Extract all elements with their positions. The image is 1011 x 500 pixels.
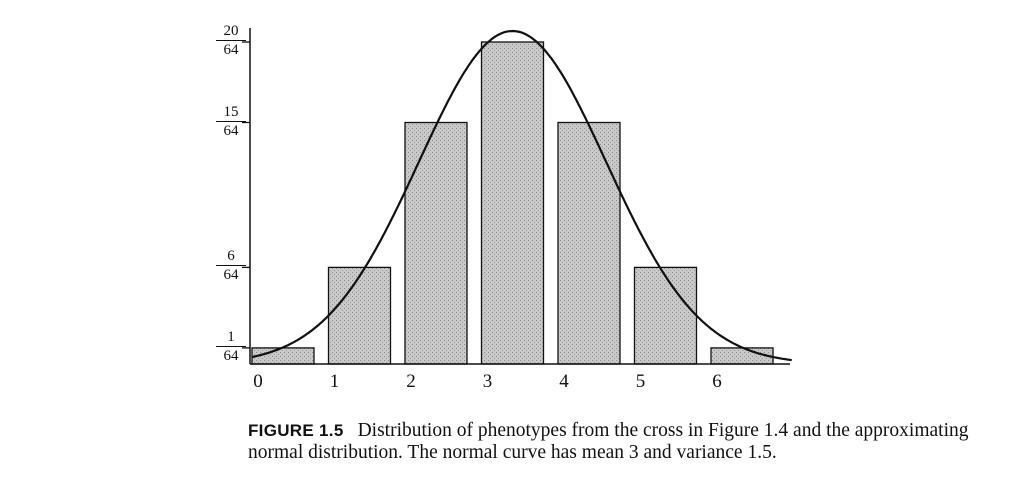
- chart-canvas: 0 1 2 3 4 5 6: [242, 28, 792, 392]
- x-tick-label-5: 5: [636, 371, 646, 392]
- bars-group: [251, 41, 774, 365]
- x-tick-label-1: 1: [330, 371, 340, 392]
- figure-caption: FIGURE 1.5 Distribution of phenotypes fro…: [248, 420, 988, 464]
- caption-text: Distribution of phenotypes from the cros…: [248, 420, 969, 463]
- y-tick-denominator: 64: [223, 122, 239, 139]
- x-tick-label-2: 2: [406, 371, 416, 392]
- bar-5: [633, 266, 698, 365]
- bar-1: [327, 266, 392, 365]
- x-tick-label-4: 4: [559, 371, 569, 392]
- bar-4: [557, 121, 621, 365]
- y-tick-label-1: 1 64: [216, 329, 246, 364]
- x-tick-label-6: 6: [712, 371, 722, 392]
- y-tick-label-20: 20 64: [216, 23, 246, 58]
- y-tick-label-6: 6 64: [216, 248, 246, 283]
- y-tick-denominator: 64: [223, 347, 239, 364]
- x-tick-labels-group: 0 1 2 3 4 5 6: [253, 371, 722, 392]
- y-tick-denominator: 64: [223, 42, 239, 58]
- y-tick-denominator: 64: [223, 267, 239, 284]
- bar-3: [480, 41, 545, 365]
- normal-curve: [252, 29, 792, 362]
- y-tick-numerator: 1: [216, 329, 246, 347]
- figure-label: FIGURE 1.5: [248, 421, 344, 440]
- x-tick-label-0: 0: [253, 371, 263, 392]
- bar-2: [404, 121, 468, 365]
- x-tick-label-3: 3: [483, 371, 493, 392]
- bar-6: [710, 347, 774, 365]
- y-tick-label-15: 15 64: [216, 104, 246, 139]
- y-ticks-group: [242, 41, 250, 349]
- y-tick-numerator: 15: [216, 104, 246, 122]
- y-tick-numerator: 6: [216, 248, 246, 267]
- y-tick-numerator: 20: [216, 23, 246, 41]
